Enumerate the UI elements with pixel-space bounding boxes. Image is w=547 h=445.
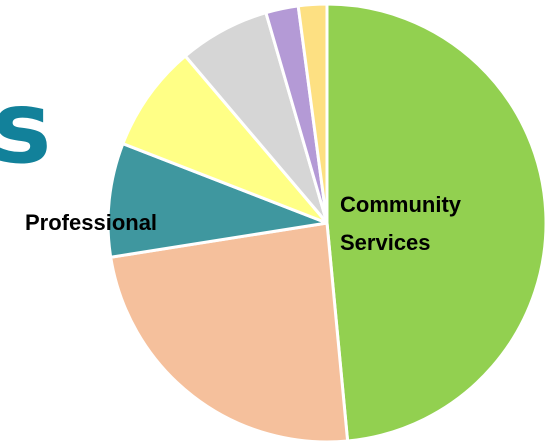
pie-label-line: Services [340,230,431,255]
pie-label-2: Professional [25,210,157,235]
partial-title-letter: s [0,69,52,186]
pie-slice-0 [325,2,547,443]
pie-slice-6 [296,2,329,225]
pie-label-line: Professional [25,210,157,235]
pie-slice-1 [109,221,350,444]
pie-slices [106,2,547,444]
pie-slice-3 [121,54,329,225]
pie-label-line: Community [340,192,462,217]
pie-labels: Community Services Professional [25,192,462,255]
pie-slice-2 [106,142,329,259]
pie-label-0: Community Services [340,192,462,255]
